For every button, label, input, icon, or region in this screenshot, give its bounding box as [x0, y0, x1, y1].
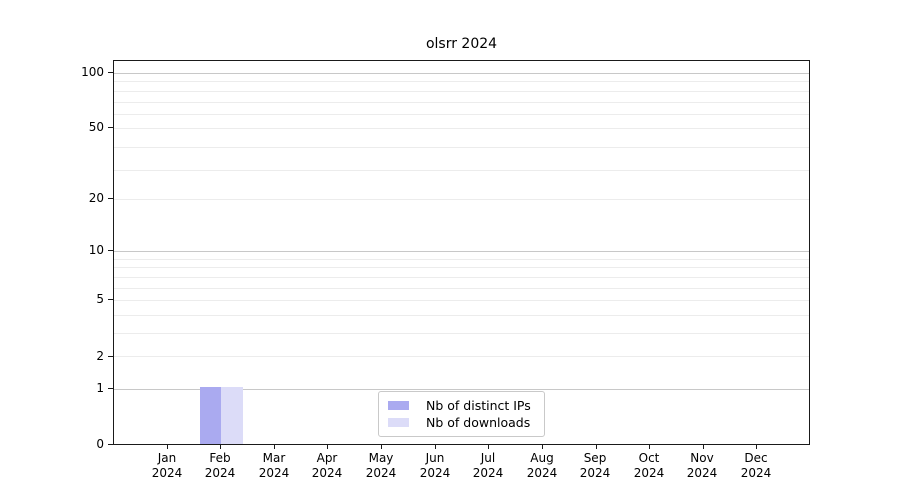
gridline: [114, 128, 809, 129]
bar-downloads-feb: [221, 387, 243, 444]
plot-area: Nb of distinct IPs Nb of downloads: [113, 60, 810, 445]
gridline: [114, 288, 809, 289]
x-tick-label-apr: Apr 2024: [311, 451, 343, 480]
y-tick-label-2: 2: [96, 349, 104, 363]
x-tick-label-oct: Oct 2024: [633, 451, 665, 480]
x-tick-mark: [381, 445, 382, 449]
legend-swatch-distinct-ips: [388, 401, 409, 410]
y-tick-label-1: 1: [96, 381, 104, 395]
x-tick-mark: [649, 445, 650, 449]
y-tick-label-50: 50: [88, 120, 104, 134]
y-tick-label-10: 10: [88, 243, 104, 257]
x-tick-label-dec: Dec 2024: [740, 451, 772, 480]
y-tick-mark: [108, 249, 113, 251]
gridline-1: [114, 389, 809, 390]
x-tick-mark: [488, 445, 489, 449]
y-tick-label-5: 5: [96, 292, 104, 306]
x-tick-label-jul: Jul 2024: [472, 451, 504, 480]
gridline: [114, 147, 809, 148]
gridline: [114, 170, 809, 171]
legend-label-downloads: Nb of downloads: [426, 415, 531, 430]
x-tick-label-aug: Aug 2024: [526, 451, 558, 480]
y-tick-mark: [108, 387, 113, 389]
gridline: [114, 102, 809, 103]
x-tick-mark: [220, 445, 221, 449]
y-tick-label-100: 100: [81, 65, 104, 79]
gridline-100: [114, 73, 809, 74]
x-tick-label-feb: Feb 2024: [204, 451, 236, 480]
gridline: [114, 114, 809, 115]
legend-item-distinct-ips: Nb of distinct IPs: [388, 397, 535, 414]
x-tick-mark: [595, 445, 597, 449]
x-tick-mark: [273, 445, 275, 449]
gridline: [114, 356, 809, 357]
legend-item-downloads: Nb of downloads: [388, 414, 535, 431]
x-tick-mark: [166, 445, 168, 449]
gridline: [114, 315, 809, 316]
legend-label-distinct-ips: Nb of distinct IPs: [426, 398, 531, 413]
y-tick-mark: [108, 126, 113, 128]
x-tick-mark: [434, 445, 436, 449]
legend-swatch-downloads: [388, 418, 409, 427]
bar-distinct-ips-feb: [199, 387, 221, 444]
gridline-10: [114, 251, 809, 252]
gridline: [114, 277, 809, 278]
y-tick-mark: [108, 443, 113, 445]
y-tick-label-20: 20: [88, 191, 104, 205]
x-tick-mark: [756, 445, 757, 449]
y-tick-mark: [108, 71, 113, 73]
gridline: [114, 267, 809, 268]
gridline: [114, 199, 809, 200]
x-tick-label-may: May 2024: [365, 451, 397, 480]
legend: Nb of distinct IPs Nb of downloads: [378, 391, 545, 437]
x-tick-label-jan: Jan 2024: [151, 451, 183, 480]
y-tick-mark: [108, 355, 113, 357]
x-tick-label-nov: Nov 2024: [686, 451, 718, 480]
y-tick-label-0: 0: [96, 437, 104, 451]
chart-title: olsrr 2024: [425, 36, 498, 52]
x-tick-label-mar: Mar 2024: [258, 451, 290, 480]
gridline: [114, 333, 809, 334]
x-tick-label-jun: Jun 2024: [419, 451, 451, 480]
gridline: [114, 300, 809, 301]
gridline: [114, 81, 809, 82]
x-tick-mark: [702, 445, 704, 449]
y-tick-mark: [108, 298, 113, 300]
x-tick-label-sep: Sep 2024: [579, 451, 611, 480]
gridline: [114, 91, 809, 92]
x-tick-mark: [542, 445, 543, 449]
x-tick-mark: [327, 445, 328, 449]
gridline: [114, 259, 809, 260]
y-tick-mark: [108, 197, 113, 199]
